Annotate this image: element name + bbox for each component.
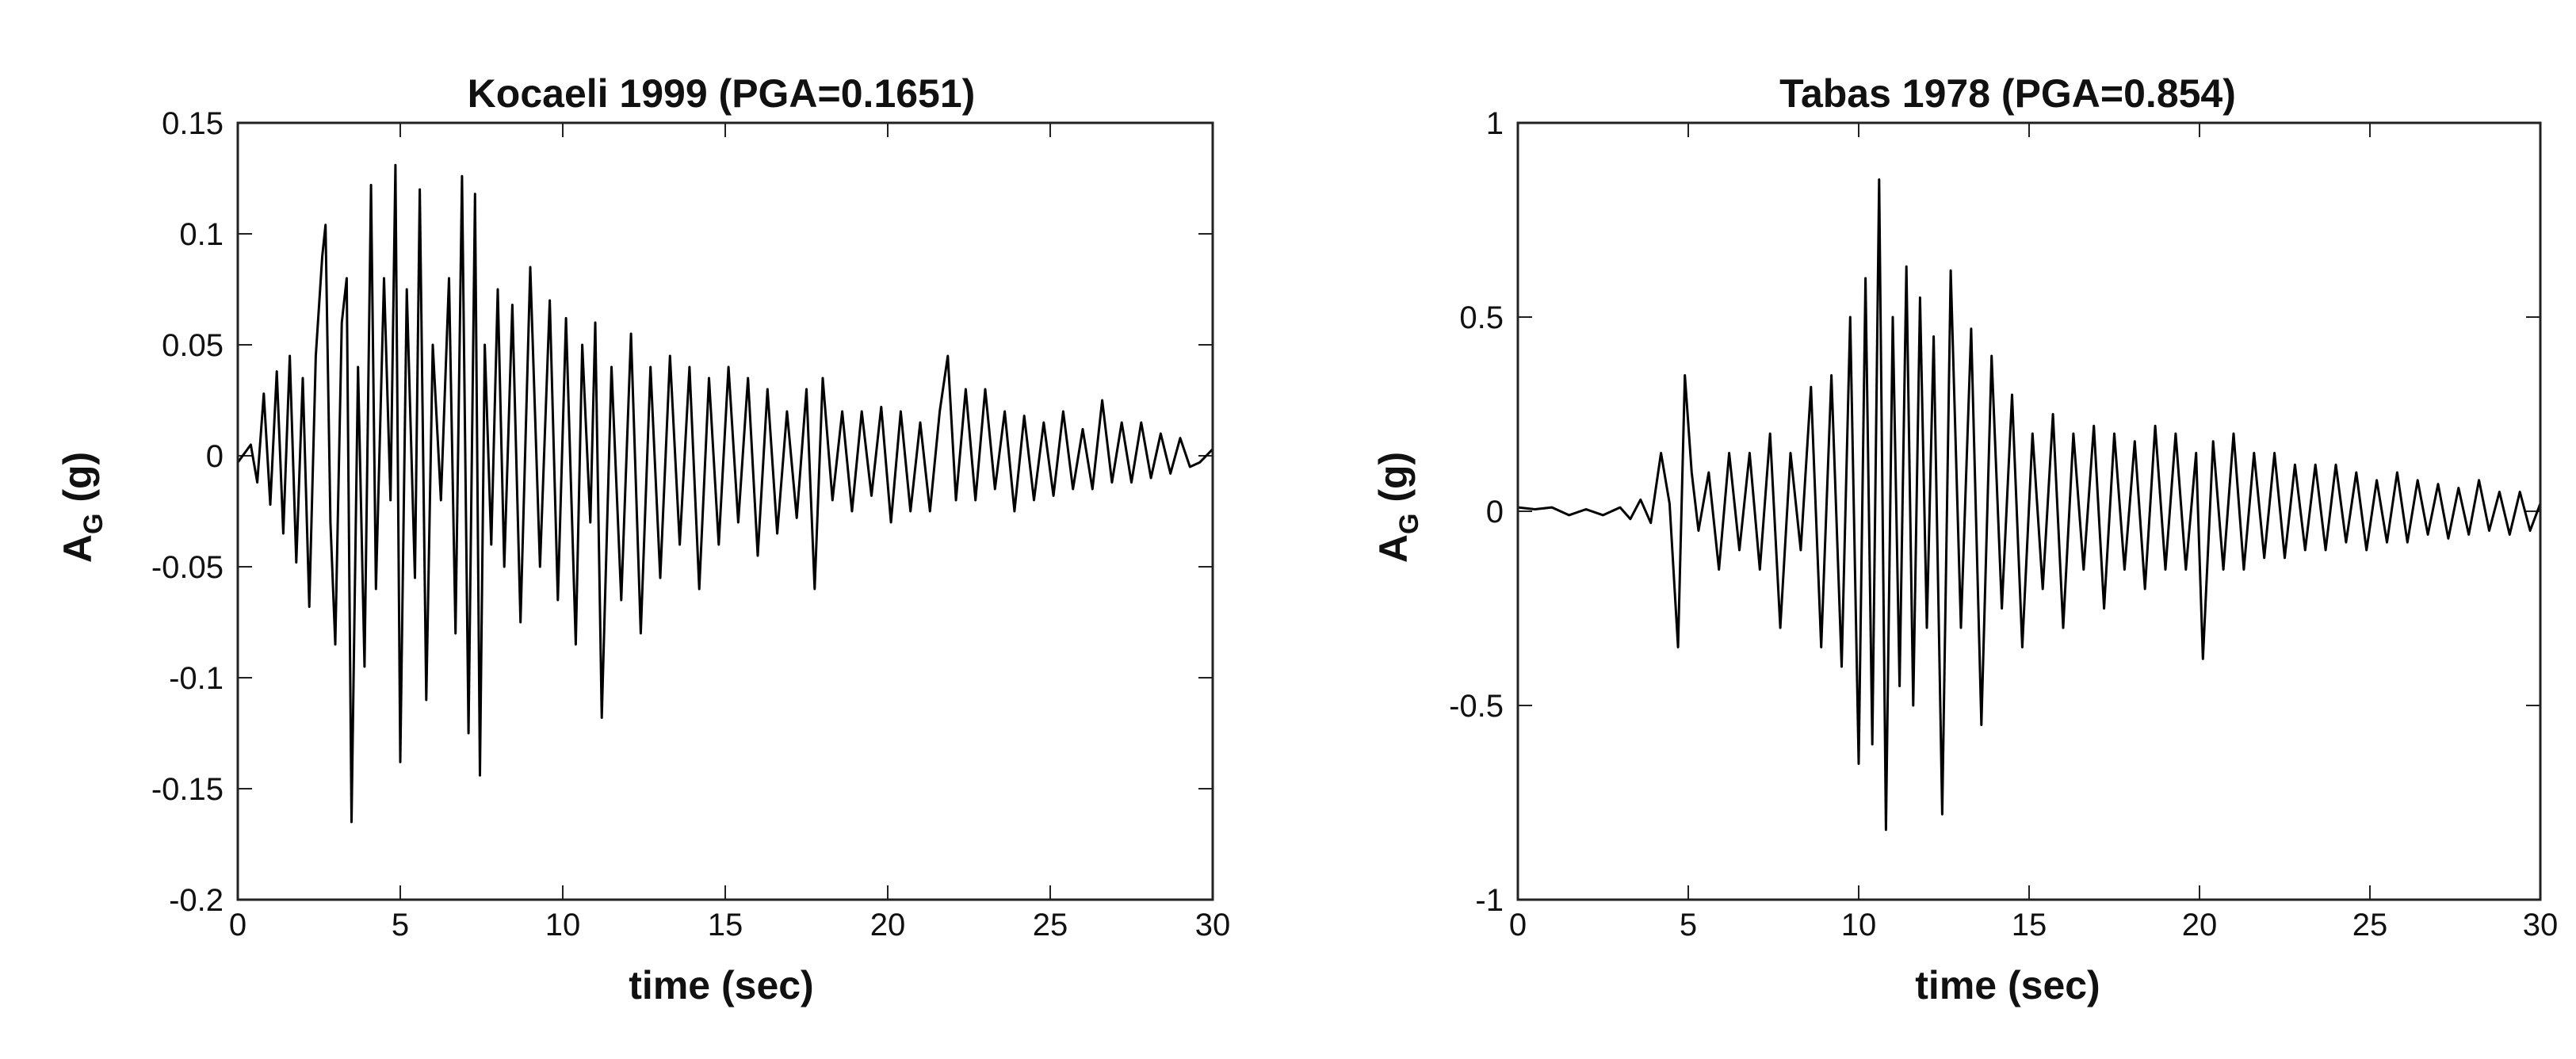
- series-line: [236, 163, 1214, 824]
- tick-group: 0 5 10 15 20 25 30 -1 -0.5 0 0.5 1: [1449, 106, 2558, 942]
- chart-title: Kocaeli 1999 (PGA=0.1651): [468, 71, 976, 116]
- x-tick-label: 15: [708, 908, 743, 942]
- y-tick-label: 0.15: [162, 106, 224, 141]
- x-tick-label: 5: [1680, 908, 1697, 942]
- y-tick-label: -1: [1475, 883, 1504, 918]
- y-tick-label: 1: [1486, 106, 1504, 141]
- y-tick-label: -0.2: [169, 883, 224, 918]
- x-tick-label: 15: [2012, 908, 2047, 942]
- plot-frame: [1516, 121, 2542, 901]
- y-tick-label: 0: [206, 439, 224, 474]
- y-tick-label: -0.05: [151, 550, 224, 585]
- x-tick-label: 20: [870, 908, 906, 942]
- y-axis-label-unit: (g): [1371, 452, 1416, 514]
- plot-frame: [236, 121, 1214, 901]
- x-tick-label: 25: [1033, 908, 1068, 942]
- y-tick-label: 0.1: [179, 217, 224, 252]
- trace-group: [1517, 178, 2542, 832]
- x-tick-label: 30: [1195, 908, 1231, 942]
- x-tick-label: 5: [392, 908, 409, 942]
- x-tick-label: 10: [1841, 908, 1877, 942]
- y-tick-label: 0.5: [1459, 300, 1504, 335]
- x-axis-label: time (sec): [629, 963, 813, 1007]
- y-tick-label: 0: [1486, 495, 1504, 530]
- y-tick-label: -0.15: [151, 772, 224, 807]
- y-axis-label: AG (g): [55, 452, 109, 563]
- y-axis-label-unit: (g): [55, 452, 100, 514]
- x-tick-label: 30: [2523, 908, 2559, 942]
- chart-tabas: Tabas 1978 (PGA=0.854) time (sec) AG (g)…: [1371, 71, 2558, 1007]
- x-tick-label: 0: [229, 908, 247, 942]
- y-axis-label: AG (g): [1371, 452, 1424, 563]
- chart-panel-tabas: Tabas 1978 (PGA=0.854) time (sec) AG (g)…: [1288, 0, 2576, 1055]
- chart-kocaeli: Kocaeli 1999 (PGA=0.1651) time (sec) AG …: [55, 71, 1230, 1007]
- x-tick-label: 20: [2182, 908, 2218, 942]
- y-tick-label: -0.1: [169, 661, 224, 696]
- series-line: [1517, 178, 2542, 832]
- chart-title: Tabas 1978 (PGA=0.854): [1779, 71, 2236, 116]
- y-axis-label-main: A: [1371, 534, 1416, 563]
- chart-panel-kocaeli: Kocaeli 1999 (PGA=0.1651) time (sec) AG …: [0, 0, 1288, 1055]
- tick-group: 0 5 10 15 20 25 30 -0.2 -0.15 -0.1 -0.05 0 0.05 0.1 0.…: [151, 106, 1230, 942]
- x-tick-label: 0: [1509, 908, 1527, 942]
- y-tick-label: -0.5: [1449, 689, 1504, 724]
- x-tick-label: 25: [2352, 908, 2388, 942]
- y-axis-label-main: A: [55, 534, 100, 563]
- trace-group: [236, 163, 1214, 824]
- y-axis-label-subscript: G: [78, 514, 109, 534]
- x-tick-label: 10: [545, 908, 581, 942]
- y-tick-label: 0.05: [162, 328, 224, 363]
- x-axis-label: time (sec): [1915, 963, 2100, 1007]
- y-axis-label-subscript: G: [1394, 514, 1424, 534]
